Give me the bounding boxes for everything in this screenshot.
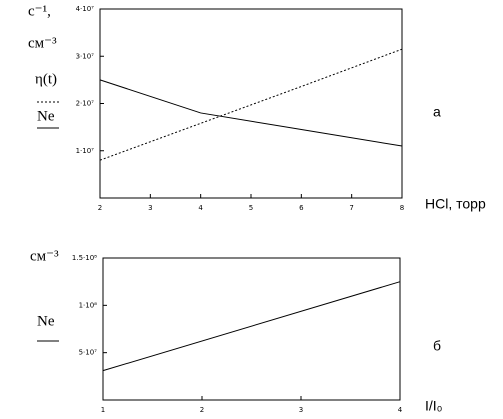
panel-label: а <box>433 104 441 120</box>
x-tick-label: 4 <box>398 406 403 414</box>
legend-label: Ne <box>37 313 55 329</box>
x-tick-label: 6 <box>299 204 304 212</box>
y-tick-label: 1.5·10⁸ <box>72 254 97 262</box>
x-tick-label: 2 <box>200 406 204 414</box>
x-axis-label: I/I₀ <box>425 398 443 414</box>
x-tick-label: 4 <box>198 204 203 212</box>
x-tick-label: 3 <box>299 406 303 414</box>
y-tick-label: 4·10⁷ <box>76 5 95 13</box>
y-axis-label: см⁻³ <box>30 248 59 264</box>
y-tick-label: 2·10⁷ <box>76 100 95 108</box>
x-tick-label: 2 <box>98 204 102 212</box>
plot-frame <box>102 257 401 401</box>
x-tick-label: 5 <box>249 204 253 212</box>
y-axis-label: с⁻¹, <box>28 3 51 19</box>
x-axis-label: HCl, торр <box>425 196 486 212</box>
panel-label: б <box>433 338 441 354</box>
y-axis-label: см⁻³ <box>28 35 57 51</box>
series-line <box>99 79 403 147</box>
series-line <box>99 48 403 161</box>
x-tick-label: 3 <box>148 204 152 212</box>
plot-frame <box>99 8 403 199</box>
x-tick-label: 1 <box>101 406 105 414</box>
series-line <box>102 281 401 372</box>
legend-label: Ne <box>37 108 55 124</box>
y-tick-label: 1·10⁷ <box>76 147 95 155</box>
y-tick-label: 1·10⁸ <box>79 301 98 309</box>
x-tick-label: 8 <box>400 204 404 212</box>
legend-label: η(t) <box>35 71 57 87</box>
y-tick-label: 5·10⁷ <box>79 349 98 357</box>
y-tick-label: 3·10⁷ <box>76 52 95 60</box>
x-tick-label: 7 <box>349 204 353 212</box>
